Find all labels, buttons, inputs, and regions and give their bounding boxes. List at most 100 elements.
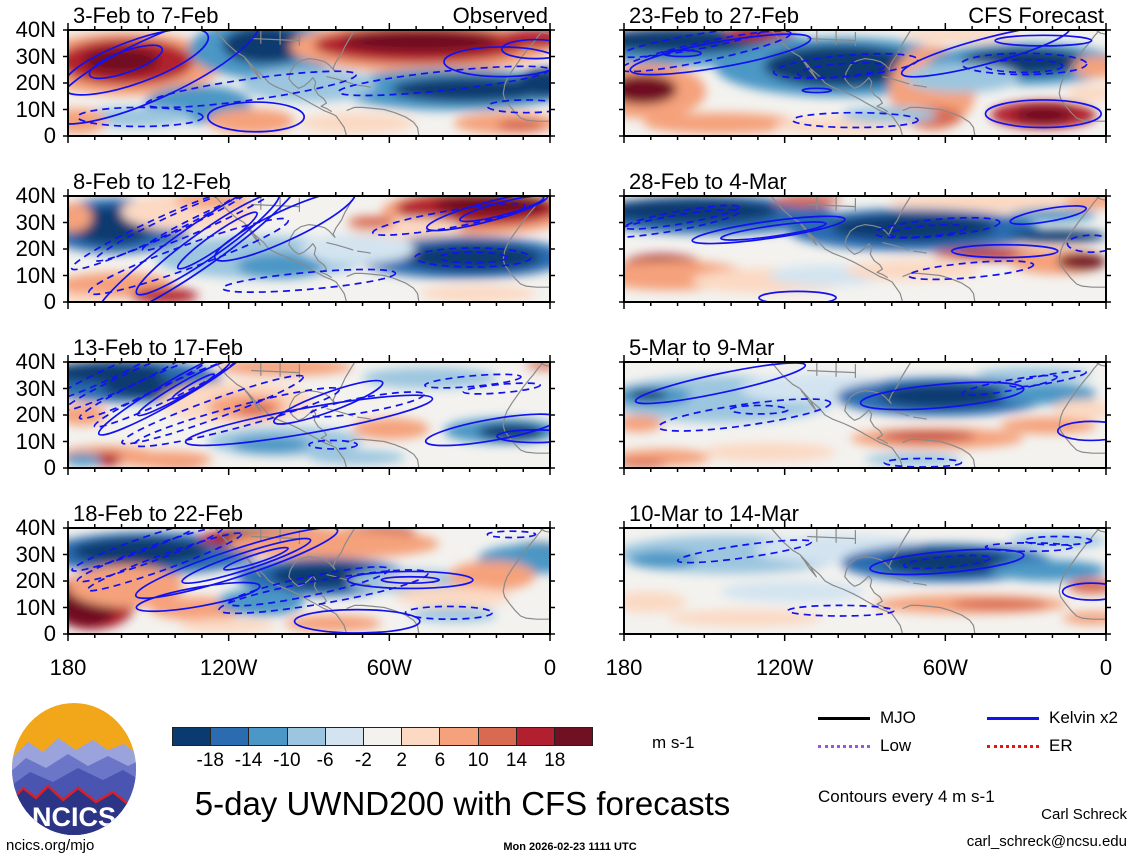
y-tick-label: 40N — [15, 183, 56, 208]
map-panel: 3-Feb to 7-Feb Observed — [63, 3, 555, 143]
colorbar-cell — [211, 728, 250, 745]
x-axis-labels: 180 120W 60W 0 — [606, 655, 1112, 683]
colorbar-cell — [516, 728, 555, 745]
colorbar-cell — [173, 728, 212, 745]
y-tick-label: 20N — [15, 568, 56, 593]
x-tick-label: 120W — [199, 655, 258, 680]
colorbar-cell — [287, 728, 326, 745]
ncics-logo: NCICS — [12, 703, 136, 835]
y-tick-label: 10N — [15, 262, 56, 288]
colorbar-cell — [249, 728, 288, 745]
map-plot — [63, 355, 555, 475]
x-tick-label: 120W — [755, 655, 814, 680]
colorbar-tick-label: 14 — [505, 750, 528, 771]
colorbar-cell — [554, 728, 593, 745]
y-tick-label: 10N — [15, 428, 56, 454]
y-tick-label: 40N — [15, 349, 56, 374]
colorbar-cell — [325, 728, 364, 745]
colorbar — [172, 727, 593, 746]
colorbar-cell — [440, 728, 479, 745]
map-plot — [63, 23, 555, 143]
map-plot — [619, 521, 1111, 641]
contour-note: Contours every 4 m s-1 — [818, 787, 995, 806]
footer-author: Carl Schreck — [1041, 806, 1127, 823]
logo-text: NCICS — [32, 802, 116, 832]
colorbar-tick-label: -6 — [316, 750, 334, 771]
y-axis-labels: 40N 30N 20N 10N 0 — [0, 183, 62, 314]
y-axis-labels: 40N 30N 20N 10N 0 — [0, 17, 62, 148]
map-panel: 28-Feb to 4-Mar — [619, 169, 1111, 309]
x-tick-label: 180 — [605, 655, 643, 680]
x-tick-label: 60W — [366, 655, 412, 680]
colorbar-cell — [478, 728, 517, 745]
legend-label: MJO — [880, 708, 916, 727]
colorbar-tick-label: 2 — [396, 750, 407, 771]
y-tick-label: 20N — [15, 236, 56, 261]
panel-title: 28-Feb to 4-Mar — [629, 169, 787, 194]
legend-item: Low — [818, 736, 911, 756]
x-axis-labels: 180 120W 60W 0 — [50, 655, 556, 683]
map-plot — [619, 189, 1111, 309]
legend-label: ER — [1049, 736, 1073, 755]
map-plot — [63, 189, 555, 309]
panel-title: 13-Feb to 17-Feb — [73, 335, 243, 360]
colorbar-tick-label: -18 — [196, 750, 224, 771]
x-tick-label: 0 — [543, 655, 557, 680]
legend-label: Low — [880, 736, 912, 755]
map-panel: 23-Feb to 27-Feb CFS Forecast — [619, 3, 1111, 143]
panel-title: 23-Feb to 27-Feb — [629, 3, 799, 28]
legend-line-low — [818, 744, 870, 748]
x-tick-label: 0 — [1099, 655, 1113, 680]
map-panel: 8-Feb to 12-Feb — [63, 169, 555, 309]
map-plot — [619, 23, 1111, 143]
colorbar-tick-label: -14 — [234, 750, 263, 771]
x-tick-label: 180 — [49, 655, 87, 680]
y-tick-label: 0 — [43, 455, 56, 480]
legend-line-mjo — [818, 716, 870, 720]
y-tick-label: 0 — [43, 289, 56, 314]
legend-item: Kelvin x2 — [987, 708, 1118, 728]
y-axis-labels: 40N 30N 20N 10N 0 — [0, 349, 62, 480]
legend-line-er — [987, 744, 1039, 748]
y-tick-label: 10N — [15, 594, 56, 620]
colorbar-tick-label: -10 — [273, 750, 301, 771]
y-tick-label: 30N — [15, 541, 56, 567]
y-tick-label: 20N — [15, 70, 56, 95]
panel-title: 10-Mar to 14-Mar — [629, 501, 799, 526]
y-tick-label: 40N — [15, 17, 56, 42]
colorbar-cell — [363, 728, 403, 745]
colorbar-tick-label: 6 — [434, 750, 446, 771]
colorbar-units: m s-1 — [652, 733, 695, 752]
colorbar-tick-label: -2 — [354, 750, 372, 771]
x-tick-label: 60W — [922, 655, 968, 680]
colorbar-tick-label: 18 — [544, 750, 566, 771]
map-plot — [63, 521, 555, 641]
map-panel: 18-Feb to 22-Feb — [63, 501, 555, 641]
panel-tag: CFS Forecast — [968, 3, 1104, 28]
y-tick-label: 20N — [15, 402, 56, 427]
y-tick-label: 0 — [43, 123, 56, 148]
map-panel: 13-Feb to 17-Feb — [63, 335, 555, 475]
legend-item: ER — [987, 736, 1073, 756]
panel-title: 18-Feb to 22-Feb — [73, 501, 243, 526]
panel-tag: Observed — [452, 3, 548, 28]
figure-title: 5-day UWND200 with CFS forecasts — [194, 785, 731, 822]
panel-title: 3-Feb to 7-Feb — [73, 3, 219, 28]
y-tick-label: 10N — [15, 96, 56, 122]
legend-line-kelvin — [987, 716, 1039, 720]
footer-email: carl_schreck@ncsu.edu — [966, 833, 1127, 850]
map-panel: 5-Mar to 9-Mar — [619, 335, 1111, 475]
map-panel: 10-Mar to 14-Mar — [619, 501, 1111, 641]
footer-site: ncics.org/mjo — [6, 837, 95, 854]
legend-label: Kelvin x2 — [1049, 708, 1118, 727]
y-tick-label: 30N — [15, 209, 56, 235]
y-tick-label: 30N — [15, 375, 56, 401]
map-plot — [619, 355, 1111, 475]
y-axis-labels: 40N 30N 20N 10N 0 — [0, 515, 62, 646]
colorbar-cell — [402, 728, 441, 745]
footer-timestamp: Mon 2026-02-23 1111 UTC — [503, 841, 637, 853]
y-tick-label: 40N — [15, 515, 56, 540]
y-tick-label: 30N — [15, 43, 56, 69]
colorbar-tick-label: 10 — [467, 750, 489, 771]
